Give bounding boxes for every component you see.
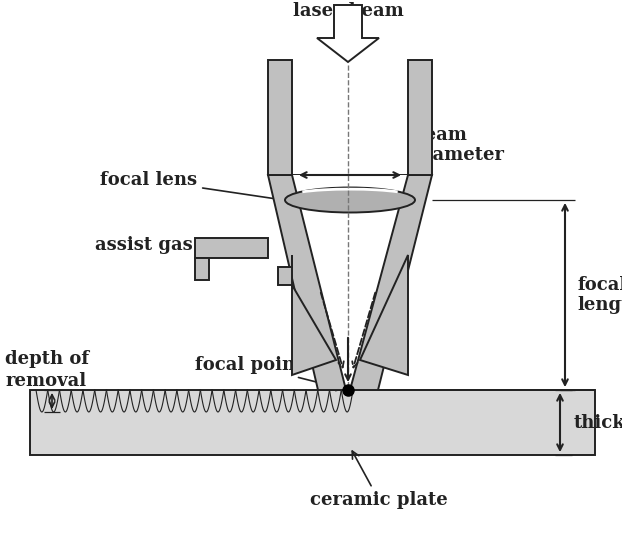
Bar bbox=[408, 60, 432, 175]
Bar bbox=[195, 238, 268, 258]
Bar bbox=[195, 258, 209, 280]
Polygon shape bbox=[360, 255, 408, 375]
Text: assist gas: assist gas bbox=[95, 236, 264, 254]
Text: focal
length: focal length bbox=[577, 275, 622, 314]
Polygon shape bbox=[292, 175, 408, 390]
Text: focal lens: focal lens bbox=[100, 171, 292, 204]
Text: beam
diameter: beam diameter bbox=[413, 126, 504, 164]
Bar bbox=[268, 60, 292, 175]
Text: focal point: focal point bbox=[195, 356, 343, 390]
Polygon shape bbox=[268, 175, 432, 390]
Polygon shape bbox=[317, 5, 379, 62]
Text: ceramic plate: ceramic plate bbox=[310, 451, 448, 509]
Ellipse shape bbox=[285, 187, 415, 213]
Text: thickness: thickness bbox=[574, 413, 622, 432]
Text: laser beam: laser beam bbox=[292, 2, 404, 20]
Polygon shape bbox=[278, 255, 336, 375]
Bar bbox=[30, 390, 595, 455]
Text: depth of
removal: depth of removal bbox=[5, 350, 89, 390]
